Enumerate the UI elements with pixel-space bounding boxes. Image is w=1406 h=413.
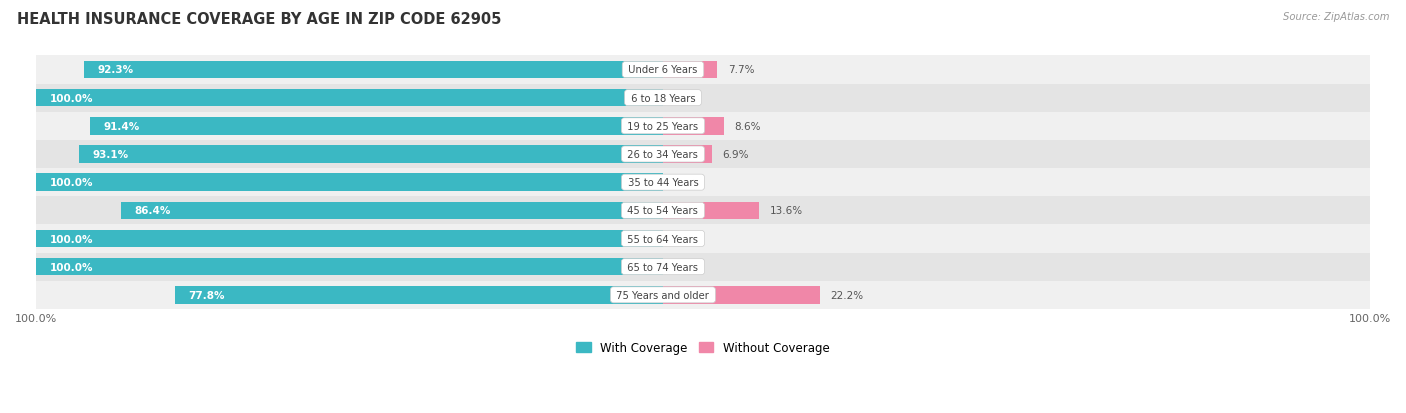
Text: 0.0%: 0.0% xyxy=(673,234,700,244)
Text: 0.0%: 0.0% xyxy=(673,262,700,272)
Text: 7.7%: 7.7% xyxy=(728,65,755,75)
Bar xyxy=(664,202,759,220)
Bar xyxy=(37,174,664,192)
Text: 93.1%: 93.1% xyxy=(93,150,129,159)
Bar xyxy=(37,56,1369,84)
Bar xyxy=(37,169,1369,197)
Text: 100.0%: 100.0% xyxy=(49,93,93,103)
Bar xyxy=(37,140,1369,169)
Text: 77.8%: 77.8% xyxy=(188,290,225,300)
Text: 35 to 44 Years: 35 to 44 Years xyxy=(624,178,702,188)
Text: 100.0%: 100.0% xyxy=(49,178,93,188)
Bar xyxy=(176,287,664,304)
Bar xyxy=(37,253,1369,281)
Text: 100.0%: 100.0% xyxy=(49,262,93,272)
Text: 100.0%: 100.0% xyxy=(49,234,93,244)
Text: 65 to 74 Years: 65 to 74 Years xyxy=(624,262,702,272)
Bar xyxy=(664,287,820,304)
Text: 0.0%: 0.0% xyxy=(673,178,700,188)
Bar xyxy=(37,225,1369,253)
Text: 8.6%: 8.6% xyxy=(734,121,761,131)
Bar xyxy=(664,146,711,163)
Bar xyxy=(37,230,664,248)
Text: 19 to 25 Years: 19 to 25 Years xyxy=(624,121,702,131)
Bar xyxy=(84,62,664,79)
Text: 92.3%: 92.3% xyxy=(98,65,134,75)
Bar xyxy=(664,118,724,135)
Text: 0.0%: 0.0% xyxy=(673,93,700,103)
Text: 26 to 34 Years: 26 to 34 Years xyxy=(624,150,702,159)
Legend: With Coverage, Without Coverage: With Coverage, Without Coverage xyxy=(572,337,834,359)
Bar xyxy=(664,62,717,79)
Text: HEALTH INSURANCE COVERAGE BY AGE IN ZIP CODE 62905: HEALTH INSURANCE COVERAGE BY AGE IN ZIP … xyxy=(17,12,502,27)
Text: 75 Years and older: 75 Years and older xyxy=(613,290,713,300)
Text: 45 to 54 Years: 45 to 54 Years xyxy=(624,206,702,216)
Text: Under 6 Years: Under 6 Years xyxy=(626,65,700,75)
Text: 22.2%: 22.2% xyxy=(831,290,863,300)
Text: Source: ZipAtlas.com: Source: ZipAtlas.com xyxy=(1282,12,1389,22)
Text: 13.6%: 13.6% xyxy=(770,206,803,216)
Bar xyxy=(90,118,664,135)
Bar xyxy=(37,258,664,276)
Bar xyxy=(37,90,664,107)
Bar xyxy=(37,197,1369,225)
Bar xyxy=(37,84,1369,112)
Text: 91.4%: 91.4% xyxy=(104,121,139,131)
Bar xyxy=(37,112,1369,140)
Bar xyxy=(37,281,1369,309)
Bar xyxy=(121,202,664,220)
Bar xyxy=(79,146,664,163)
Text: 55 to 64 Years: 55 to 64 Years xyxy=(624,234,702,244)
Text: 6.9%: 6.9% xyxy=(723,150,749,159)
Text: 86.4%: 86.4% xyxy=(135,206,172,216)
Text: 6 to 18 Years: 6 to 18 Years xyxy=(627,93,699,103)
